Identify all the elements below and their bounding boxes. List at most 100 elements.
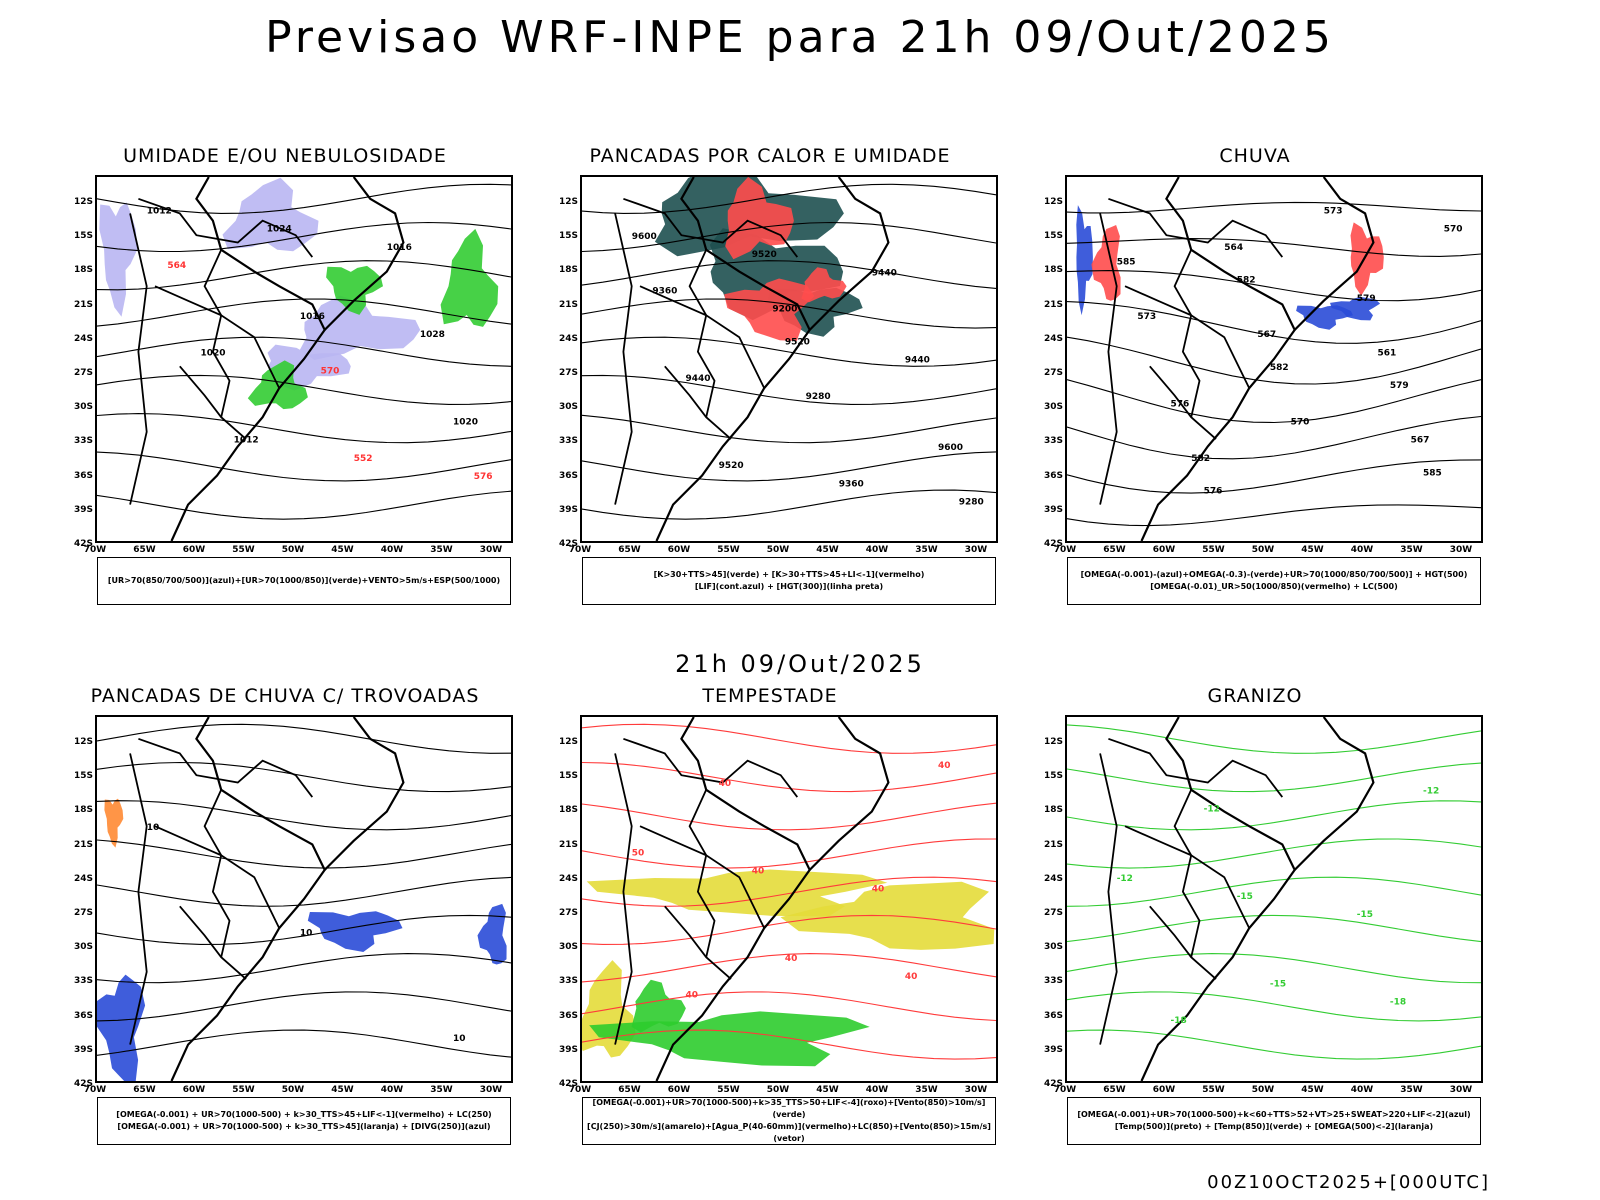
run-footer: 00Z10OCT2025+[000UTC] [1207,1172,1490,1193]
lat-tick-label: 27S [1043,368,1063,378]
map-canvas: 50 40 40 40 40 40 40 40 [582,717,996,1081]
country-border [203,249,231,418]
legend-line: [OMEGA(-0.001) + UR>70(1000-500) + k>30_… [117,1122,491,1131]
contour-label: 576 [1204,487,1223,497]
lon-tick-label: 30W [964,545,988,555]
map-frame: 50 40 40 40 40 40 40 40 [580,715,998,1083]
panel-thunder-showers: PANCADAS DE CHUVA C/ TROVOADAS 10 10 10 12… [65,685,513,1165]
contour-label: -12 [1204,805,1220,815]
contour-label: -18 [1171,1016,1187,1026]
lat-tick-label: 30S [558,402,578,413]
lon-tick-label: 35W [915,545,938,555]
contour-line [582,1029,996,1060]
coastline [323,717,405,871]
lat-tick-label: 33S [73,976,93,987]
lon-tick-label: 50W [766,545,790,555]
contour-line [1067,336,1481,385]
contour-label: 573 [1137,312,1156,322]
country-border [639,825,766,929]
lat-tick-label: 21S [558,839,578,850]
lat-tick-label: 21S [73,299,93,310]
lon-tick-label: 65W [1103,1085,1126,1095]
contour-label: 9600 [632,232,657,242]
lat-tick-label: 12S [1043,737,1063,747]
lat-tick-label: 30S [558,942,578,953]
contour-label: 9520 [719,461,744,471]
map-canvas: -12 -15 -12 -15 -18 -12 -15 -18 [1067,717,1481,1081]
lon-tick-label: 35W [1400,1085,1423,1095]
lon-tick-label: 60W [1152,545,1176,555]
primary-field-region [307,911,403,952]
contour-label: 9600 [938,443,963,453]
contour-label: 10 [147,823,160,833]
country-border [154,285,281,389]
contour-label: 585 [1423,469,1442,479]
contour-label: 567 [1257,330,1276,340]
contour-line [97,221,511,253]
contour-label: 564 [167,261,186,271]
contour-label: 9440 [905,356,930,366]
country-border [1173,789,1201,958]
contour-line [582,838,996,869]
legend-line: [CJ(250)>30m/s](amarelo)+[Agua_P(40-60mm… [587,1122,991,1143]
contour-label: 40 [872,885,885,895]
contour-line [1067,379,1481,424]
contour-line [582,221,996,253]
contour-line [582,489,996,520]
lat-tick-label: 18S [1043,805,1063,816]
lon-tick-label: 45W [1301,1085,1324,1095]
lat-tick-label: 27S [73,908,93,918]
coastline [808,177,890,331]
primary-field-region [97,974,146,1081]
contour-label: 582 [1237,276,1256,286]
panel-heat-showers: PANCADAS POR CALOR E UMIDADE 9600 9520 960… [550,145,998,625]
contour-label: 40 [719,779,732,789]
contour-line [97,876,511,907]
lon-tick-label: 30W [1449,545,1473,555]
row2-title: 21h 09/Out/2025 [675,650,925,678]
lat-tick-label: 27S [73,368,93,378]
lat-tick-label: 15S [73,231,93,242]
lat-tick-label: 24S [1043,873,1063,884]
contour-label: -15 [1237,892,1253,902]
contour-line [97,1029,511,1058]
lat-tick-label: 21S [73,839,93,850]
lat-tick-label: 27S [1043,908,1063,918]
country-border [138,737,314,798]
legend-line: [OMEGA(-0.001) + UR>70(1000-500) + k>30_… [116,1110,492,1119]
lat-tick-label: 42S [73,539,93,549]
coastline [655,717,811,1081]
lat-tick-label: 18S [73,805,93,816]
primary-field-region [299,295,421,360]
panel-title: UMIDADE E/OU NEBULOSIDADE [123,145,447,167]
panel-title: PANCADAS DE CHUVA C/ TROVOADAS [90,685,480,707]
contour-line [97,490,511,520]
map-frame: 10 10 10 [95,715,513,1083]
contour-label: 570 [1291,418,1310,428]
primary-field-region [1076,205,1093,316]
contour-label: 50 [632,848,645,858]
contour-line [582,876,996,907]
legend-line: [Temp(500)](preto) + [Temp(850)](verde) … [1114,1122,1434,1131]
lat-tick-label: 36S [1043,470,1063,481]
secondary-field-region [801,267,847,303]
lon-tick-label: 50W [281,1085,305,1095]
contour-line [97,451,511,482]
country-border [623,197,799,258]
lat-tick-label: 42S [558,539,578,549]
lon-tick-label: 50W [766,1085,790,1095]
contour-label: 561 [1378,348,1397,358]
contour-label: 9360 [839,479,864,489]
contour-line [1067,415,1481,460]
legend-line: [OMEGA(-0.001)+UR>70(1000-500)+k<60+TTS>… [1077,1110,1471,1119]
lon-tick-label: 55W [232,1085,255,1095]
country-border [129,753,148,1045]
contour-label: 1012 [234,436,259,446]
contour-line [97,183,511,214]
contour-line [1067,800,1481,831]
contour-label: 585 [1117,257,1136,267]
contour-label: 9280 [806,392,831,402]
lon-tick-label: 55W [717,1085,740,1095]
contour-line [1067,504,1481,527]
main-title: Previsao WRF-INPE para 21h 09/Out/2025 [265,12,1335,63]
